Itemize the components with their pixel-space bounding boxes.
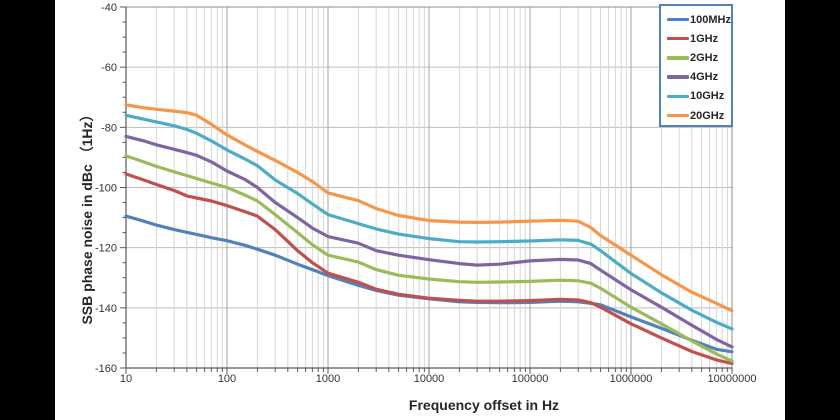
legend-item-2ghz[interactable]: 2GHz — [661, 48, 731, 67]
legend-label: 20GHz — [690, 109, 725, 122]
legend-swatch-20ghz — [667, 113, 689, 118]
legend[interactable]: 100MHz 1GHz 2GHz 4GHz 10GHz 20GHz — [659, 4, 733, 127]
legend-swatch-4ghz — [667, 75, 689, 79]
legend-item-10ghz[interactable]: 10GHz — [661, 87, 731, 106]
y-tick-label: -100 — [95, 183, 117, 195]
legend-item-4ghz[interactable]: 4GHz — [661, 68, 731, 87]
legend-swatch-100mhz — [667, 17, 689, 22]
legend-item-1ghz[interactable]: 1GHz — [661, 29, 731, 48]
y-tick-label: -120 — [95, 243, 117, 255]
chart-window: 10 100 1000 10000 100000 1000000 10000000 -40 -6… — [55, 0, 785, 420]
x-axis-title: Frequency offset in Hz — [408, 397, 560, 413]
y-axis-title: SSB phase noise in dBc （1Hz） — [79, 107, 95, 325]
legend-swatch-2ghz — [667, 56, 689, 60]
series-line-2GHz[interactable] — [124, 154, 734, 363]
x-tick-label: 10 — [120, 373, 132, 385]
y-tick-label: -40 — [101, 2, 117, 14]
x-tick-label: 1000 — [316, 373, 340, 385]
series-line-4GHz[interactable] — [124, 134, 734, 349]
y-tick-label: -140 — [95, 303, 117, 315]
legend-item-100mhz[interactable]: 100MHz — [661, 10, 731, 29]
legend-label: 4GHz — [690, 71, 719, 84]
tick-labels: 10 100 1000 10000 100000 1000000 10000000 -40 -6… — [95, 2, 757, 385]
x-tick-label: 10000000 — [708, 373, 757, 385]
legend-label: 10GHz — [690, 90, 725, 103]
legend-swatch-1ghz — [667, 37, 689, 41]
x-tick-label: 1000000 — [610, 373, 653, 385]
legend-item-20ghz[interactable]: 20GHz — [661, 106, 731, 125]
x-tick-label: 100000 — [512, 373, 549, 385]
x-tick-label: 10000 — [414, 373, 445, 385]
y-tick-label: -80 — [101, 122, 117, 134]
x-tick-label: 100 — [218, 373, 236, 385]
legend-label: 2GHz — [690, 51, 719, 64]
y-tick-label: -160 — [95, 363, 117, 375]
series-line-10GHz[interactable] — [124, 113, 734, 331]
legend-label: 1GHz — [690, 32, 719, 45]
phase-noise-chart[interactable]: 10 100 1000 10000 100000 1000000 10000000 -40 -6… — [55, 0, 785, 420]
legend-swatch-10ghz — [667, 94, 689, 99]
series-lines — [124, 103, 734, 366]
y-tick-label: -60 — [101, 62, 117, 74]
legend-label: 100MHz — [690, 13, 731, 26]
series-line-1GHz[interactable] — [124, 172, 734, 366]
series-line-20GHz[interactable] — [124, 103, 734, 313]
